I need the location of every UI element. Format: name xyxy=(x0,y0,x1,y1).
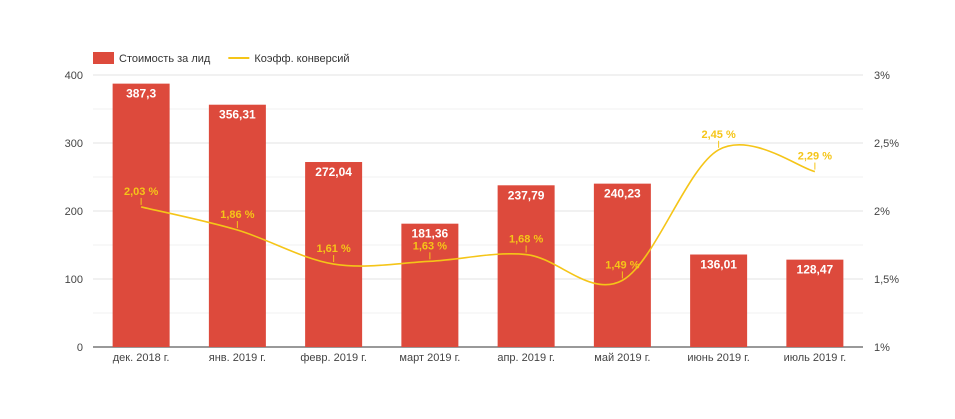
line-point[interactable] xyxy=(812,169,817,174)
line-value-label: 2,29 % xyxy=(798,151,832,163)
bar[interactable] xyxy=(497,185,555,347)
x-tick-label: дек. 2018 г. xyxy=(113,352,170,364)
legend[interactable]: Стоимость за лид Коэфф. конверсий xyxy=(93,52,350,65)
bar[interactable] xyxy=(690,254,748,347)
bar[interactable] xyxy=(305,162,363,347)
line-point[interactable] xyxy=(524,252,529,257)
y-left-tick-label: 100 xyxy=(65,274,83,286)
y-right-tick-label: 3% xyxy=(874,70,890,82)
x-tick-label: янв. 2019 г. xyxy=(209,352,266,364)
bar-value-label: 237,79 xyxy=(508,188,545,202)
line-value-label: 2,03 % xyxy=(124,186,158,198)
conversion-line[interactable] xyxy=(140,143,816,286)
grid-layer xyxy=(93,74,863,348)
line-point[interactable] xyxy=(331,262,336,267)
x-tick-label: май 2019 г. xyxy=(594,352,650,364)
axes-layer: 0 100 200 300 400 1% 1,5% 2% 2,5% 3% дек. 2018 г. я… xyxy=(65,70,900,364)
x-tick-label: июль 2019 г. xyxy=(784,352,847,364)
line-point[interactable] xyxy=(235,228,240,233)
bar[interactable] xyxy=(112,83,170,348)
line-value-label: 1,49 % xyxy=(605,259,639,271)
line-value-label: 1,61 % xyxy=(317,243,351,255)
y-right-tick-label: 2,5% xyxy=(874,138,899,150)
bar[interactable] xyxy=(786,259,844,347)
bar[interactable] xyxy=(401,223,459,347)
bar-value-label: 136,01 xyxy=(700,258,737,272)
bar-value-label: 387,3 xyxy=(126,87,156,101)
y-right-tick-label: 2% xyxy=(874,206,890,218)
y-right-tick-label: 1% xyxy=(874,342,890,354)
line-layer xyxy=(139,143,817,286)
line-value-label: 1,63 % xyxy=(413,240,447,252)
y-left-tick-label: 300 xyxy=(65,138,83,150)
line-value-label: 1,86 % xyxy=(220,209,254,221)
line-point[interactable] xyxy=(427,259,432,264)
line-point[interactable] xyxy=(139,204,144,209)
bar-value-label: 128,47 xyxy=(797,263,834,277)
y-left-tick-label: 0 xyxy=(77,342,83,354)
line-value-label: 1,68 % xyxy=(509,234,543,246)
bar-value-label: 181,36 xyxy=(412,227,449,241)
line-value-label: 2,45 % xyxy=(702,129,736,141)
bar-value-label: 240,23 xyxy=(604,187,641,201)
x-tick-label: апр. 2019 г. xyxy=(497,352,555,364)
x-tick-label: март 2019 г. xyxy=(399,352,460,364)
legend-label-cost[interactable]: Стоимость за лид xyxy=(119,53,211,65)
legend-label-conversion[interactable]: Коэфф. конверсий xyxy=(254,53,349,65)
line-point[interactable] xyxy=(716,147,721,152)
bar-value-label: 356,31 xyxy=(219,108,256,122)
y-right-tick-label: 1,5% xyxy=(874,274,899,286)
y-left-tick-label: 200 xyxy=(65,206,83,218)
x-tick-label: февр. 2019 г. xyxy=(300,352,367,364)
x-tick-label: июнь 2019 г. xyxy=(687,352,750,364)
y-left-tick-label: 400 xyxy=(65,70,83,82)
data-labels-layer: 387,3 356,31 272,04 181,36 237,79 240,23 136,0… xyxy=(124,87,834,279)
bar-value-label: 272,04 xyxy=(315,165,352,179)
legend-swatch-cost xyxy=(93,52,114,64)
bar[interactable] xyxy=(593,183,651,347)
line-point[interactable] xyxy=(620,278,625,283)
